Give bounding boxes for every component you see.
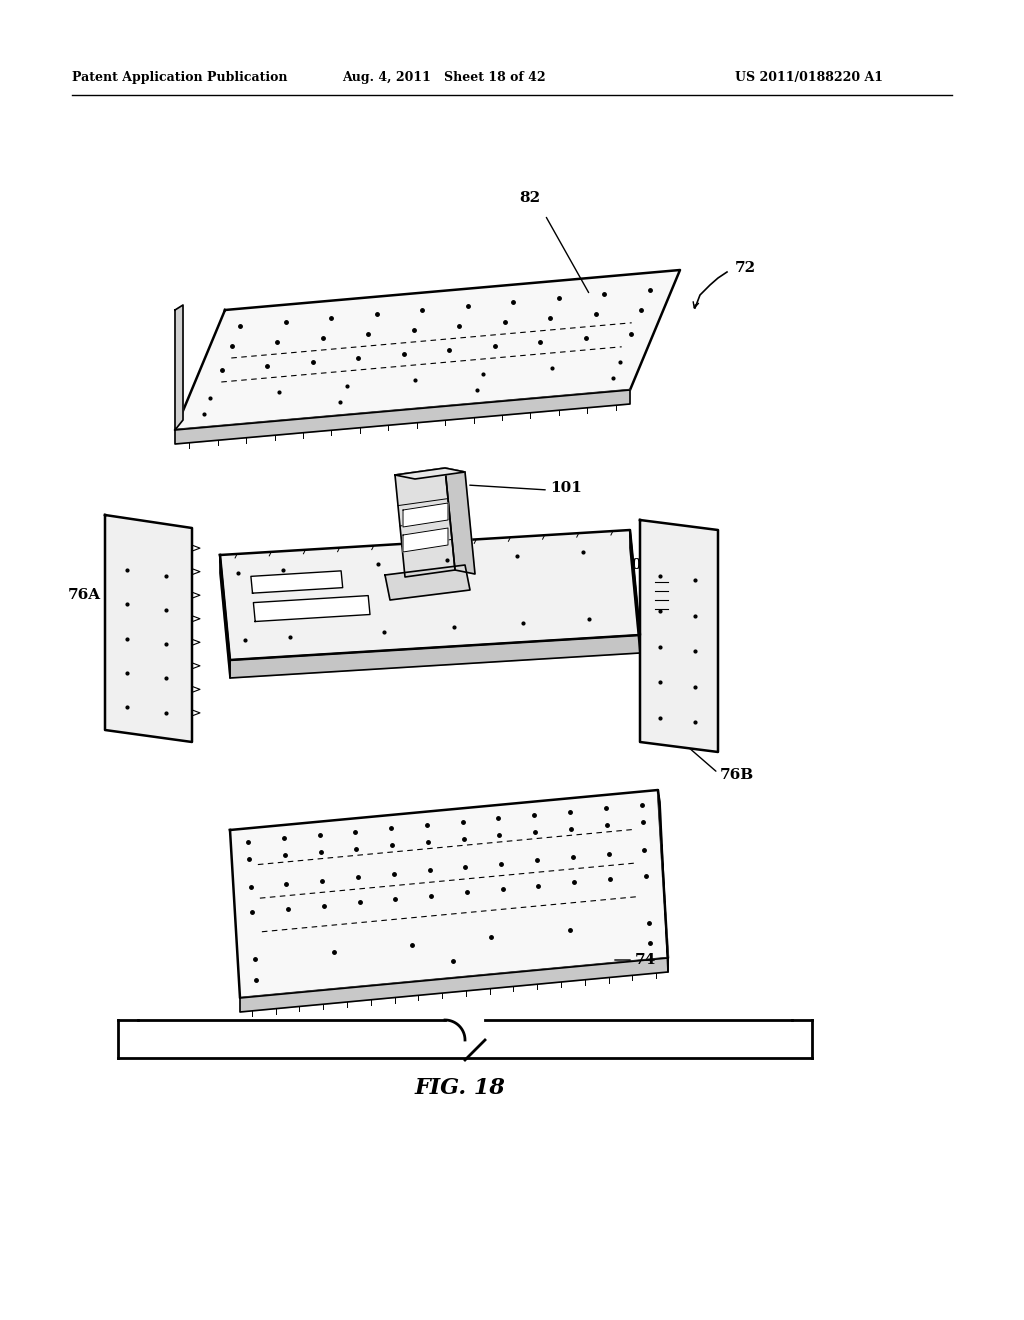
Polygon shape [630,531,640,653]
Text: Aug. 4, 2011   Sheet 18 of 42: Aug. 4, 2011 Sheet 18 of 42 [342,71,546,84]
Polygon shape [220,531,640,660]
Polygon shape [640,520,718,752]
Polygon shape [395,469,455,577]
Polygon shape [230,789,668,998]
Polygon shape [403,503,449,527]
Polygon shape [403,528,449,552]
Polygon shape [251,570,343,593]
Polygon shape [220,554,230,678]
Text: FIG. 18: FIG. 18 [415,1077,506,1100]
Text: 72: 72 [735,261,756,275]
Text: 101: 101 [550,480,582,495]
Polygon shape [240,958,668,1012]
Polygon shape [445,469,475,574]
Polygon shape [253,595,370,622]
Polygon shape [175,389,630,444]
Text: 74: 74 [635,953,656,968]
Polygon shape [175,271,680,430]
Polygon shape [230,635,640,678]
Polygon shape [395,469,465,479]
Text: US 2011/0188220 A1: US 2011/0188220 A1 [735,71,883,84]
Text: 100: 100 [610,558,642,572]
Text: Patent Application Publication: Patent Application Publication [72,71,288,84]
Polygon shape [658,789,668,972]
Polygon shape [105,515,193,742]
Polygon shape [385,565,470,601]
Text: 76A: 76A [68,587,101,602]
Text: 82: 82 [519,191,541,205]
Text: 76B: 76B [720,768,755,781]
Polygon shape [175,305,183,430]
